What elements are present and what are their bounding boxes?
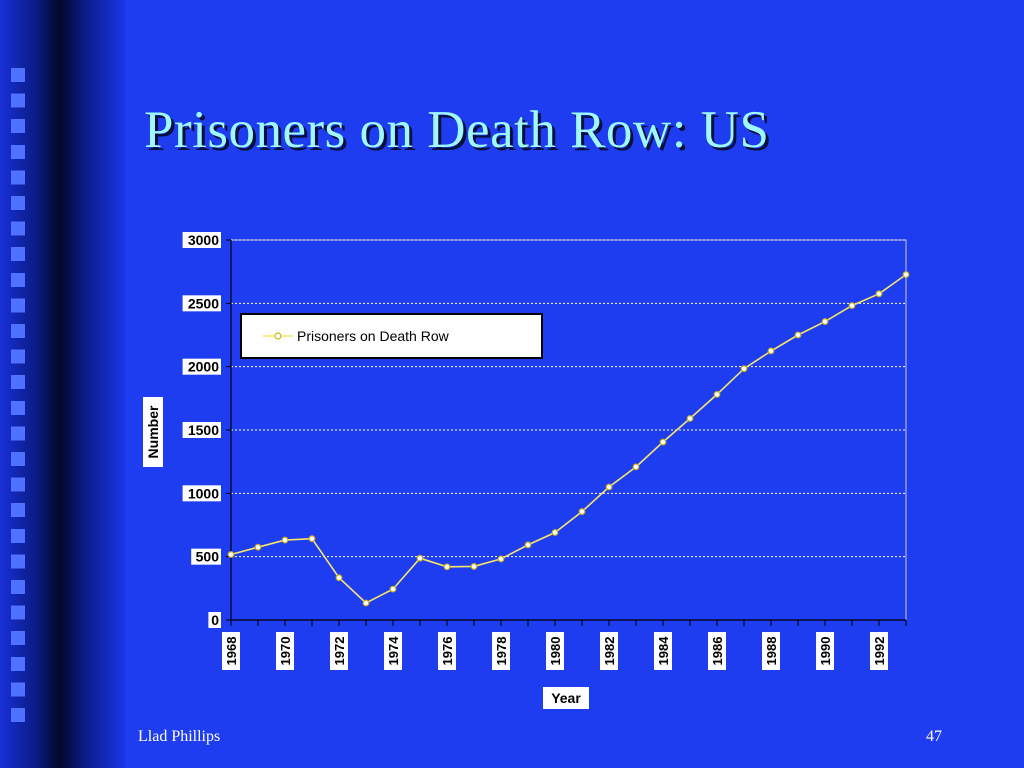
footer-author: Llad Phillips (138, 728, 221, 745)
x-tick-labels: 1968 1970 1972 1974 1976 1978 1980 1982 1984 1986… (222, 632, 888, 670)
data-point (794, 331, 802, 339)
x-tick-label: 1986 (710, 637, 725, 666)
data-point (821, 318, 829, 325)
x-axis-label-box (543, 687, 589, 709)
y-tick-labels: 0 500 1000 1500 2000 2500 3000 (182, 232, 221, 628)
data-point (659, 438, 667, 446)
x-tick-label: 1982 (602, 637, 617, 666)
x-tick-label-box (276, 632, 294, 670)
data-point (254, 543, 262, 551)
data-point (848, 302, 856, 310)
x-tick-label: 1984 (656, 636, 671, 666)
x-tick-label: 1976 (440, 637, 455, 666)
data-points (227, 271, 910, 607)
y-tick-label-box (182, 358, 221, 375)
y-tick-label-box (191, 548, 221, 565)
data-point (362, 599, 370, 607)
y-tick-label: 500 (196, 549, 220, 565)
axes (226, 239, 907, 626)
y-tick-label: 2000 (188, 359, 219, 375)
legend: Prisoners on Death Row (240, 313, 543, 359)
data-point (686, 415, 694, 422)
x-tick-label: 1968 (224, 637, 239, 666)
y-tick-label: 0 (211, 612, 219, 628)
y-tick-label-box (182, 232, 221, 248)
data-point (578, 508, 586, 515)
x-tick-label: 1980 (548, 637, 563, 666)
x-tick-label: 1992 (872, 637, 887, 666)
x-tick-label-box (870, 632, 888, 670)
data-point (497, 555, 505, 563)
y-axis-label: Number (145, 405, 161, 458)
data-point (308, 535, 316, 543)
data-point (740, 365, 748, 373)
data-point (227, 551, 235, 558)
y-tick-label-box (208, 612, 221, 628)
x-tick-label: 1978 (494, 637, 509, 666)
x-tick-label-box (384, 632, 402, 670)
y-tick-label-box (182, 422, 221, 438)
data-point (389, 585, 397, 593)
y-axis-label-box (143, 397, 163, 467)
page-title: Prisoners on Death Row: US (144, 101, 770, 159)
gridlines (231, 239, 906, 558)
x-axis-label: Year (551, 690, 581, 706)
data-point (551, 529, 559, 536)
data-point (902, 271, 910, 278)
y-tick-label: 1500 (188, 422, 219, 438)
y-tick-label-box (182, 485, 221, 502)
data-point (713, 391, 721, 398)
x-tick-label-box (330, 632, 348, 670)
x-tick-label: 1974 (386, 636, 401, 666)
legend-marker (274, 332, 282, 340)
data-point (335, 574, 343, 582)
x-tick-label: 1972 (332, 637, 347, 666)
x-tick-label: 1988 (764, 637, 779, 666)
x-tick-label-box (762, 632, 780, 670)
x-tick-label-box (654, 632, 672, 670)
data-point (443, 563, 451, 571)
x-tick-label-box (438, 632, 456, 670)
data-point (875, 290, 883, 298)
decorative-square-column (10, 68, 26, 728)
series-line (230, 273, 907, 604)
data-point (605, 483, 613, 491)
x-tick-label-box (492, 632, 510, 670)
data-point (281, 536, 289, 544)
y-tick-label-box (182, 295, 221, 312)
data-point (416, 554, 424, 562)
page-number: 47 (926, 728, 942, 745)
x-tick-label: 1970 (278, 637, 293, 666)
data-point (767, 347, 775, 355)
data-point (632, 463, 640, 471)
data-point (470, 563, 478, 570)
y-tick-label: 1000 (188, 485, 219, 501)
data-point (524, 541, 532, 549)
x-tick-label-box (222, 632, 240, 670)
x-tick-label: 1990 (818, 637, 833, 666)
legend-label: Prisoners on Death Row (297, 328, 450, 344)
x-tick-label-box (600, 632, 618, 670)
x-tick-label-box (816, 632, 834, 670)
y-tick-label: 2500 (188, 295, 219, 311)
x-tick-label-box (708, 632, 726, 670)
x-tick-label-box (546, 632, 564, 670)
y-tick-label: 3000 (188, 232, 219, 248)
